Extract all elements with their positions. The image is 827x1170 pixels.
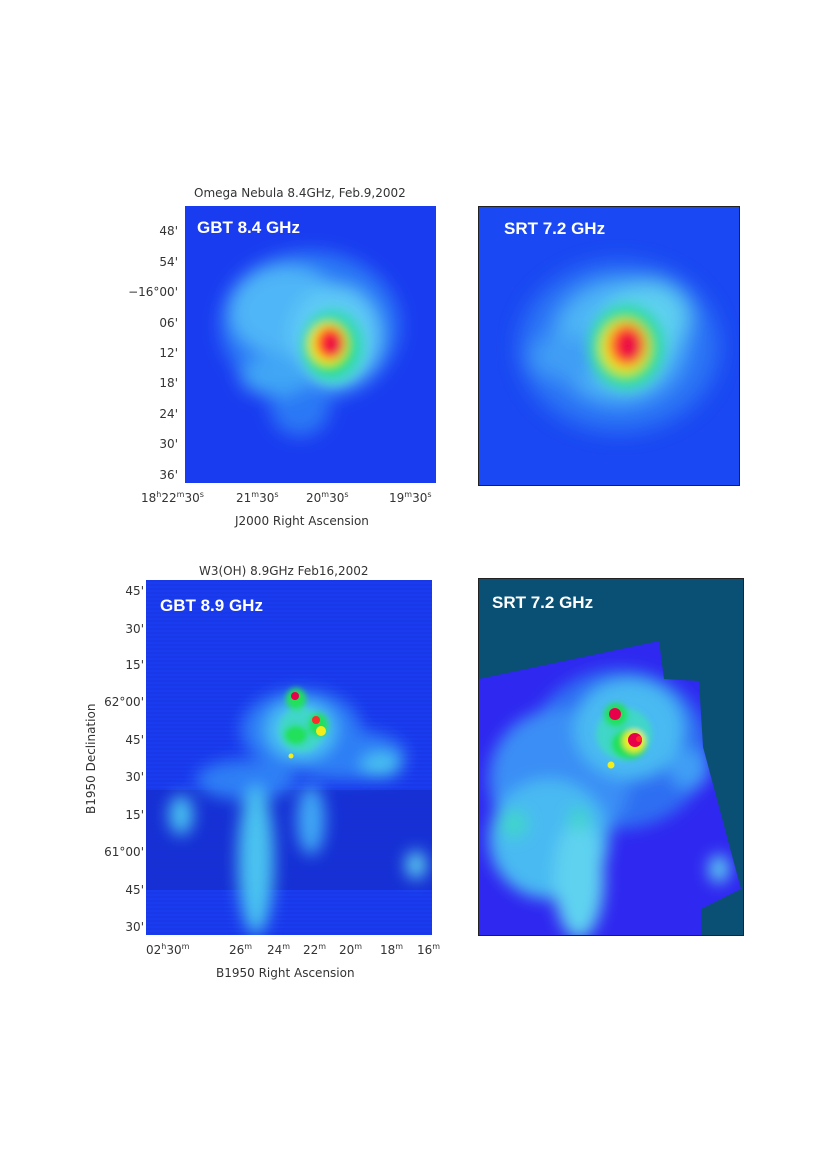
omega-gbt-xlabel: J2000 Right Ascension (235, 514, 369, 528)
tick-label: 24' (159, 407, 178, 421)
tick-label: 20m30s (306, 490, 349, 505)
tick-label: 18h22m30s (141, 490, 204, 505)
tick-label: 19m30s (389, 490, 432, 505)
tick-label: 26m (229, 942, 253, 957)
tick-label: 16m (417, 942, 441, 957)
omega-srt-image (479, 207, 739, 485)
tick-label: 24m (267, 942, 291, 957)
tick-label: 30' (125, 920, 144, 934)
tick-label: 61°00' (104, 845, 144, 859)
tick-label: 15' (125, 658, 144, 672)
tick-label: 54' (159, 255, 178, 269)
tick-label: 45' (125, 883, 144, 897)
tick-label: 21m30s (236, 490, 279, 505)
w3oh-gbt-badge: GBT 8.9 GHz (160, 596, 263, 615)
w3oh-gbt-xlabel: B1950 Right Ascension (216, 966, 355, 980)
tick-label: 12' (159, 346, 178, 360)
tick-label: 06' (159, 316, 178, 330)
w3oh-gbt-map: GBT 8.9 GHz (146, 580, 432, 935)
tick-label: 48' (159, 224, 178, 238)
w3oh-gbt-title: W3(OH) 8.9GHz Feb16,2002 (199, 564, 369, 578)
w3oh-gbt-image (146, 580, 432, 935)
w3oh-gbt-ylabel: B1950 Declination (84, 703, 98, 814)
tick-label: 30' (125, 770, 144, 784)
tick-label: 20m (339, 942, 363, 957)
tick-label: 30' (125, 622, 144, 636)
tick-label: 45' (125, 584, 144, 598)
tick-label: 62°00' (104, 695, 144, 709)
omega-srt-badge: SRT 7.2 GHz (504, 219, 606, 238)
omega-gbt-map: GBT 8.4 GHz (185, 206, 436, 483)
omega-srt-map: SRT 7.2 GHz (478, 206, 740, 486)
w3oh-srt-image (479, 579, 743, 935)
tick-label: 02h30m (146, 942, 190, 957)
tick-label: 18' (159, 376, 178, 390)
w3oh-srt-map: SRT 7.2 GHz (478, 578, 744, 936)
omega-gbt-image (185, 206, 436, 483)
tick-label: 18m (380, 942, 404, 957)
tick-label: 36' (159, 468, 178, 482)
omega-gbt-badge: GBT 8.4 GHz (197, 218, 300, 237)
tick-label: 15' (125, 808, 144, 822)
tick-label: 45' (125, 733, 144, 747)
tick-label: 30' (159, 437, 178, 451)
tick-label: −16°00' (128, 285, 178, 299)
omega-gbt-title: Omega Nebula 8.4GHz, Feb.9,2002 (194, 186, 406, 200)
tick-label: 22m (303, 942, 327, 957)
w3oh-srt-badge: SRT 7.2 GHz (492, 593, 594, 612)
